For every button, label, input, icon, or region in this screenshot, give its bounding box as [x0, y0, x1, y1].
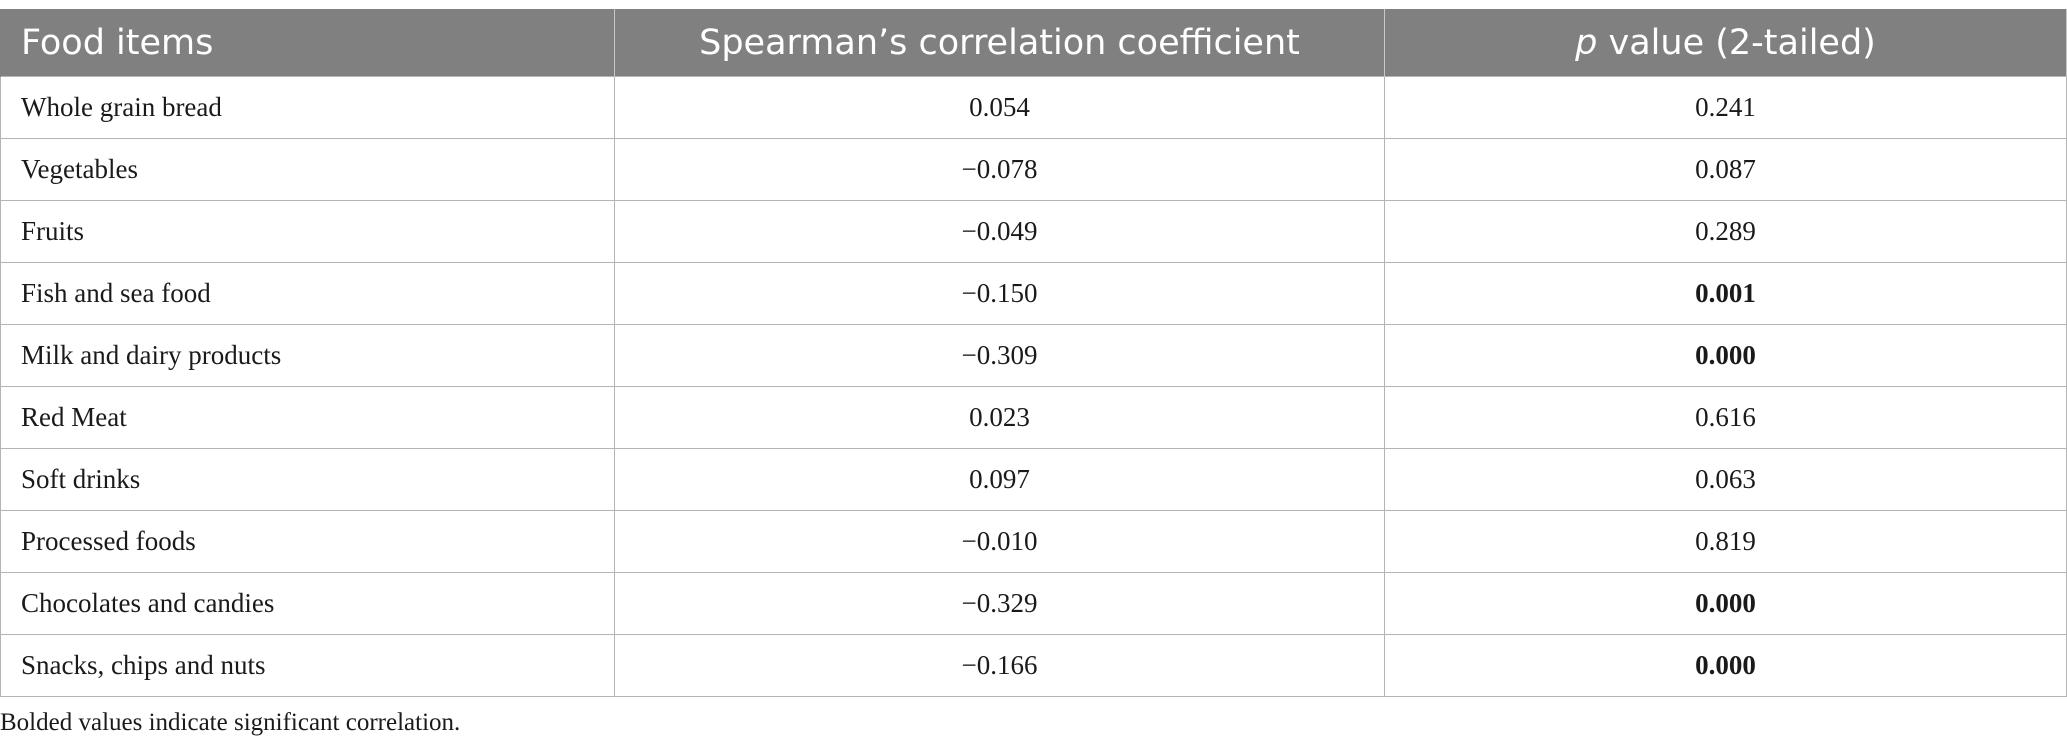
- correlation-table-container: Food items Spearman’s correlation coeffi…: [0, 9, 2067, 697]
- p-value-cell: 0.616: [1384, 386, 2067, 449]
- table-row: Chocolates and candies −0.329 0.000: [0, 572, 2067, 635]
- header-spearman-coefficient: Spearman’s correlation coefficient: [614, 9, 1385, 77]
- table-row: Processed foods −0.010 0.819: [0, 510, 2067, 573]
- food-item-cell: Vegetables: [0, 138, 615, 201]
- food-item-cell: Soft drinks: [0, 448, 615, 511]
- table-row: Whole grain bread 0.054 0.241: [0, 76, 2067, 139]
- coefficient-cell: −0.010: [614, 510, 1385, 573]
- table-header: Food items Spearman’s correlation coeffi…: [0, 9, 2067, 77]
- food-item-cell: Snacks, chips and nuts: [0, 634, 615, 697]
- p-value-cell: 0.063: [1384, 448, 2067, 511]
- p-value-cell: 0.289: [1384, 200, 2067, 263]
- coefficient-cell: −0.329: [614, 572, 1385, 635]
- table-body: Whole grain bread 0.054 0.241 Vegetables −0.…: [0, 76, 2067, 697]
- p-value-cell: 0.000: [1384, 572, 2067, 635]
- p-value-cell: 0.087: [1384, 138, 2067, 201]
- coefficient-cell: 0.054: [614, 76, 1385, 139]
- table-footnote: Bolded values indicate significant corre…: [0, 709, 461, 736]
- food-item-cell: Processed foods: [0, 510, 615, 573]
- coefficient-cell: 0.097: [614, 448, 1385, 511]
- table-row: Snacks, chips and nuts −0.166 0.000: [0, 634, 2067, 697]
- food-item-cell: Red Meat: [0, 386, 615, 449]
- p-value-cell: 0.001: [1384, 262, 2067, 325]
- p-value-cell: 0.000: [1384, 324, 2067, 387]
- table-row: Fish and sea food −0.150 0.001: [0, 262, 2067, 325]
- coefficient-cell: −0.309: [614, 324, 1385, 387]
- table-row: Red Meat 0.023 0.616: [0, 386, 2067, 449]
- p-value-cell: 0.241: [1384, 76, 2067, 139]
- food-item-cell: Whole grain bread: [0, 76, 615, 139]
- p-value-cell: 0.000: [1384, 634, 2067, 697]
- table-row: Soft drinks 0.097 0.063: [0, 448, 2067, 511]
- header-food-items: Food items: [0, 9, 615, 77]
- correlation-table: Food items Spearman’s correlation coeffi…: [0, 9, 2067, 697]
- header-p-value: p value (2-tailed): [1384, 9, 2067, 77]
- food-item-cell: Chocolates and candies: [0, 572, 615, 635]
- food-item-cell: Fruits: [0, 200, 615, 263]
- coefficient-cell: −0.150: [614, 262, 1385, 325]
- header-p-rest: value (2-tailed): [1597, 22, 1876, 63]
- header-p-italic: p: [1575, 22, 1598, 63]
- coefficient-cell: −0.078: [614, 138, 1385, 201]
- header-row: Food items Spearman’s correlation coeffi…: [0, 9, 2067, 77]
- food-item-cell: Milk and dairy products: [0, 324, 615, 387]
- coefficient-cell: −0.166: [614, 634, 1385, 697]
- coefficient-cell: −0.049: [614, 200, 1385, 263]
- food-item-cell: Fish and sea food: [0, 262, 615, 325]
- table-row: Milk and dairy products −0.309 0.000: [0, 324, 2067, 387]
- p-value-cell: 0.819: [1384, 510, 2067, 573]
- coefficient-cell: 0.023: [614, 386, 1385, 449]
- table-row: Fruits −0.049 0.289: [0, 200, 2067, 263]
- table-row: Vegetables −0.078 0.087: [0, 138, 2067, 201]
